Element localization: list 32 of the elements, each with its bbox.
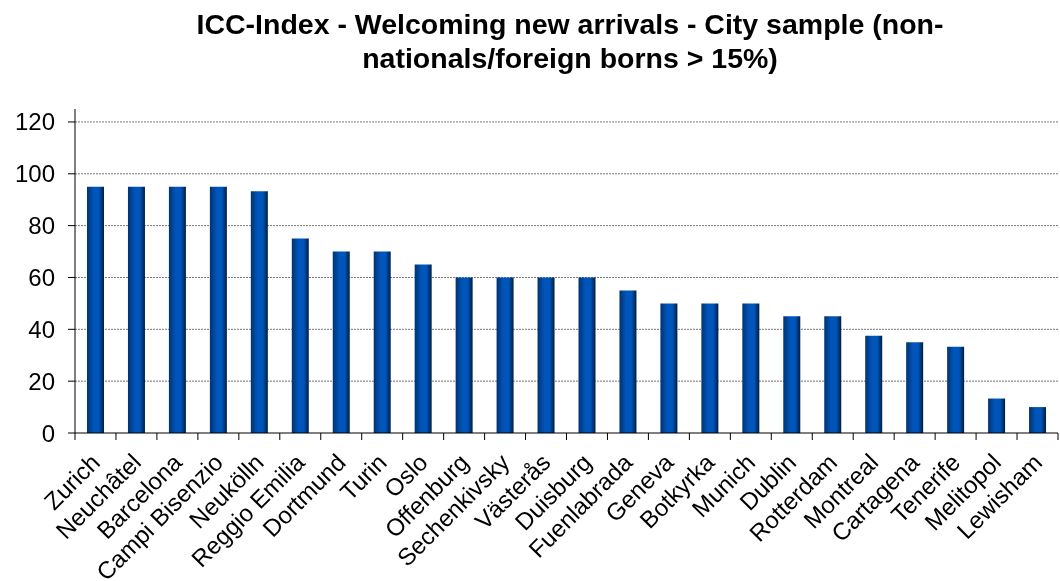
bar [168, 186, 186, 433]
bar [578, 277, 596, 433]
bar [865, 335, 883, 433]
bar [209, 186, 227, 433]
bar [127, 186, 145, 433]
bar [988, 398, 1006, 433]
y-tick-label: 100 [14, 160, 55, 188]
bar [87, 186, 104, 433]
bar [414, 264, 432, 433]
bar [701, 303, 719, 433]
bar [947, 346, 965, 433]
bar [291, 238, 309, 433]
chart-title: ICC-Index - Welcoming new arrivals - City sample (non-nationals/foreign borns > 15%) [195, 7, 945, 75]
bar [619, 290, 637, 433]
bar [496, 277, 514, 433]
y-tick-label: 60 [28, 264, 55, 291]
bar [1029, 407, 1047, 433]
bar [332, 251, 350, 433]
y-tick-label: 20 [28, 367, 55, 395]
bar [660, 303, 678, 433]
bar [537, 277, 555, 433]
bar [250, 191, 268, 433]
y-tick-label: 40 [28, 315, 55, 343]
y-tick-label: 80 [28, 212, 55, 240]
bar [906, 342, 924, 433]
y-tick-label: 120 [14, 108, 55, 136]
bar [783, 316, 801, 433]
bar [742, 303, 760, 433]
bar [373, 251, 391, 433]
y-tick-label: 0 [41, 419, 55, 447]
bar [824, 316, 842, 433]
bar [455, 277, 473, 433]
